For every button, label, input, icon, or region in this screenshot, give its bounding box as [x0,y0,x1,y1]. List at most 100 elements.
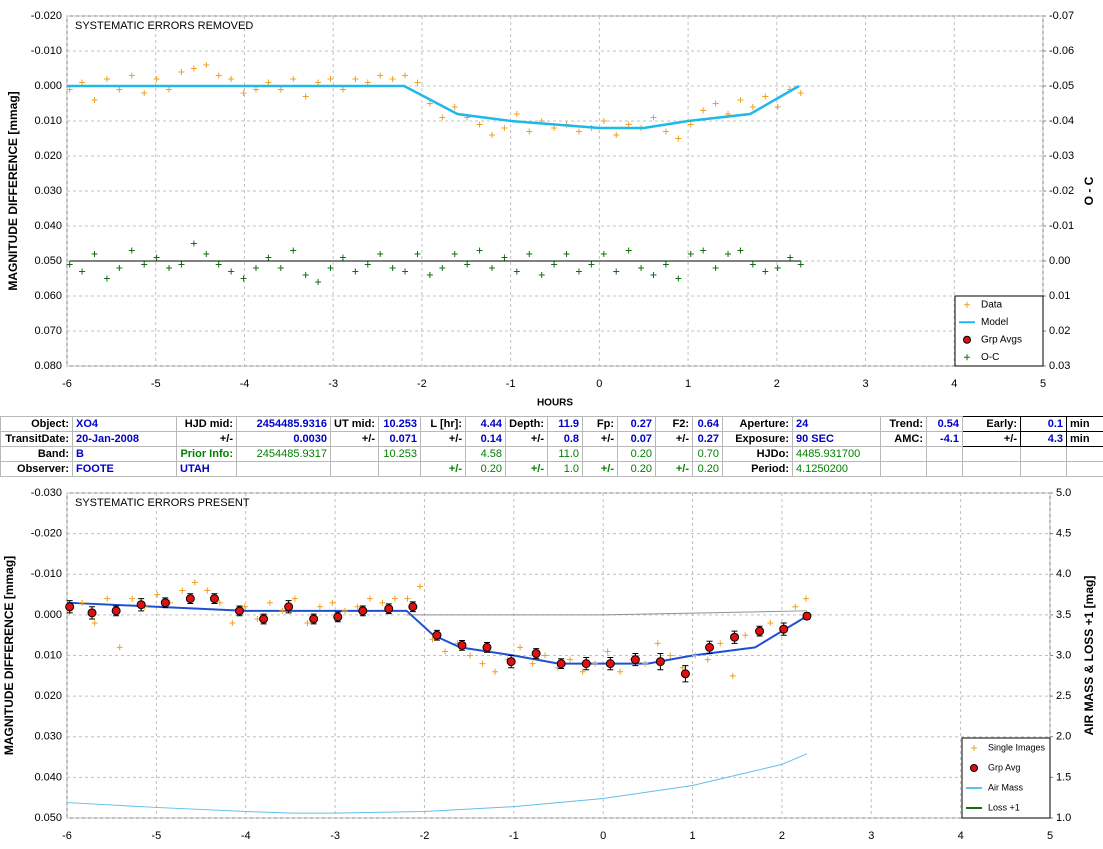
y2-tick-label: -0.07 [1049,10,1074,22]
data-point [352,268,359,275]
data-point [526,128,533,135]
data-point [529,660,536,667]
data-point [327,76,334,82]
y2-tick-label: 3.5 [1056,609,1071,621]
legend-symbol [971,745,977,751]
data-point [467,652,474,659]
table-cell: 4.44 [465,416,506,432]
data-point [414,79,421,86]
data-point [687,251,694,257]
group-average [605,659,615,669]
group-average [259,614,269,624]
data-point [442,648,449,655]
table-cell: HJD mid: [176,416,237,432]
data-point [476,121,483,128]
y-tick-label: 0.010 [34,115,62,127]
table-cell: 4.1250200 [792,461,881,477]
data-point [489,265,496,271]
data-point [252,265,259,271]
table-cell: 24 [792,416,881,432]
data-point [402,72,409,79]
table-cell: 2454485.9317 [236,446,331,462]
table-cell: 1.0 [547,461,583,477]
data-point [103,275,110,282]
data-point [329,599,336,606]
data-point [204,587,211,594]
x-tick-label: 0 [600,830,606,842]
data-point [426,100,433,107]
x-tick-label: 1 [685,378,691,390]
data-point [667,652,674,659]
table-cell [1020,461,1067,477]
x-tick-label: 1 [689,830,695,842]
data-point [364,79,371,86]
x-tick-label: -4 [241,830,251,842]
table-cell [1020,446,1067,462]
y-tick-label: 0.050 [34,255,62,267]
group-average [581,659,591,669]
data-point [575,128,582,135]
group-average [284,602,294,612]
data-point [600,118,607,124]
data-point [600,251,607,257]
chart-title: SYSTEMATIC ERRORS REMOVED [75,20,253,32]
data-point [762,268,769,275]
table-cell: 10.253 [378,416,421,432]
data-point [215,72,222,79]
table-cell [330,461,379,477]
data-point [774,104,781,110]
table-cell: 0.20 [617,461,656,477]
table-cell: +/- [330,431,379,447]
group-average [87,608,97,618]
data-point [304,620,311,626]
legend-label: O-C [981,352,999,363]
table-cell: +/- [420,431,466,447]
data-point [517,644,524,651]
data-point [91,251,98,257]
data-point [240,275,247,282]
x-tick-label: -1 [506,378,516,390]
group-average [333,612,343,622]
data-point [129,595,136,602]
legend-label: Grp Avgs [981,334,1022,345]
data-point [588,261,595,268]
series-line [66,753,808,814]
x-tick-label: 2 [779,830,785,842]
data-point [339,86,346,93]
y-tick-label: 0.070 [34,325,62,337]
table-cell: +/- [655,431,693,447]
table-cell [236,461,331,477]
x-tick-label: -5 [151,830,161,842]
data-point [315,79,322,86]
table-cell: Aperture: [722,416,793,432]
group-average [384,604,394,614]
y2-tick-label: 0.01 [1049,290,1070,302]
data-point [613,132,620,138]
data-point [302,272,309,278]
data-point [451,104,458,110]
x-axis-label: HOURS [537,398,573,409]
data-point [492,668,499,675]
data-point [128,247,135,254]
y-tick-label: 0.020 [34,150,62,162]
group-average [358,606,368,616]
table-cell: F2: [655,416,693,432]
data-point [797,261,804,268]
data-point [302,93,309,100]
group-average [630,655,640,665]
data-point [190,240,197,247]
data-point [215,261,222,268]
table-cell: Fp: [582,416,618,432]
data-point [749,104,756,110]
data-point [767,620,774,626]
y2-tick-label: -0.04 [1049,115,1074,127]
table-cell: 0.70 [692,446,723,462]
table-cell: Band: [0,446,73,462]
x-tick-label: -4 [240,378,250,390]
data-point [404,595,411,602]
y-tick-label: 0.000 [34,609,62,621]
data-point [154,591,161,598]
x-tick-label: -1 [509,830,519,842]
